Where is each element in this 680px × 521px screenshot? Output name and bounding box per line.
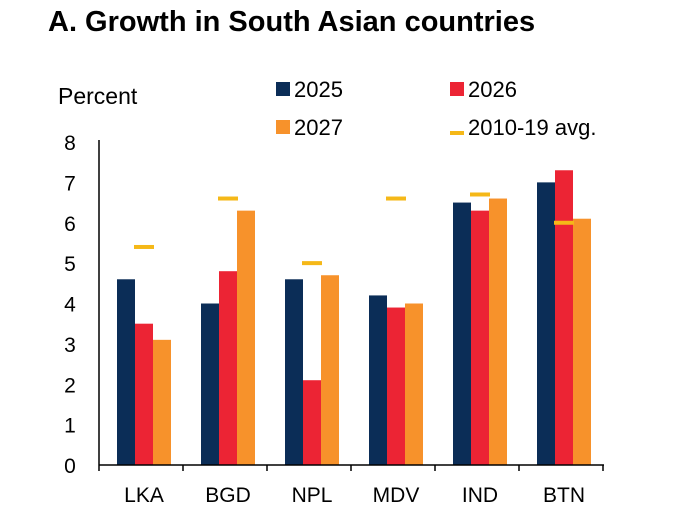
bar-2027-bgd [237,210,255,465]
y-tick-label: 1 [64,415,76,438]
bar-2025-npl [285,279,303,465]
bar-2027-npl [321,275,339,465]
bar-2026-ind [471,210,489,465]
bar-2026-btn [555,170,573,465]
y-tick-label: 3 [64,334,76,357]
avg-marker-ind [470,192,490,197]
y-tick-label: 6 [64,213,76,236]
y-tick-label: 4 [64,294,76,317]
x-tick-label: IND [462,484,498,507]
y-axis-label: Percent [58,83,138,109]
bar-2025-bgd [201,303,219,465]
avg-marker-lka [134,244,154,249]
bar-2027-lka [153,339,171,465]
bar-2025-mdv [369,295,387,465]
bar-2025-ind [453,202,471,465]
bar-2027-mdv [405,303,423,465]
y-tick-label: 0 [64,455,76,478]
bar-2026-mdv [387,307,405,465]
legend-label-avg: 2010-19 avg. [468,115,596,140]
bar-2026-npl [303,380,321,465]
chart-title: A. Growth in South Asian countries [48,6,536,38]
avg-marker-mdv [386,196,406,201]
avg-marker-bgd [218,196,238,201]
x-tick-label: MDV [373,484,420,507]
y-tick-label: 8 [64,132,76,155]
legend-label-2026: 2026 [468,77,517,102]
bar-2027-btn [573,218,591,465]
x-tick-label: NPL [292,484,333,507]
x-tick-label: LKA [124,484,164,507]
legend-label-2027: 2027 [294,115,343,140]
bar-2026-lka [135,323,153,465]
avg-marker-npl [302,261,322,266]
legend-swatch-2025 [276,82,290,96]
legend-swatch-2027 [276,120,290,134]
avg-marker-btn [554,220,574,225]
y-tick-label: 7 [64,172,76,195]
bar-2026-bgd [219,271,237,465]
legend-swatch-2026 [450,82,464,96]
x-tick-label: BGD [205,484,251,507]
y-tick-label: 5 [64,253,76,276]
bar-2027-ind [489,198,507,465]
bar-2025-btn [537,182,555,465]
x-tick-label: BTN [543,484,585,507]
legend-label-2025: 2025 [294,77,343,102]
bar-2025-lka [117,279,135,465]
legend-swatch-avg [450,131,464,135]
y-tick-label: 2 [64,374,76,397]
